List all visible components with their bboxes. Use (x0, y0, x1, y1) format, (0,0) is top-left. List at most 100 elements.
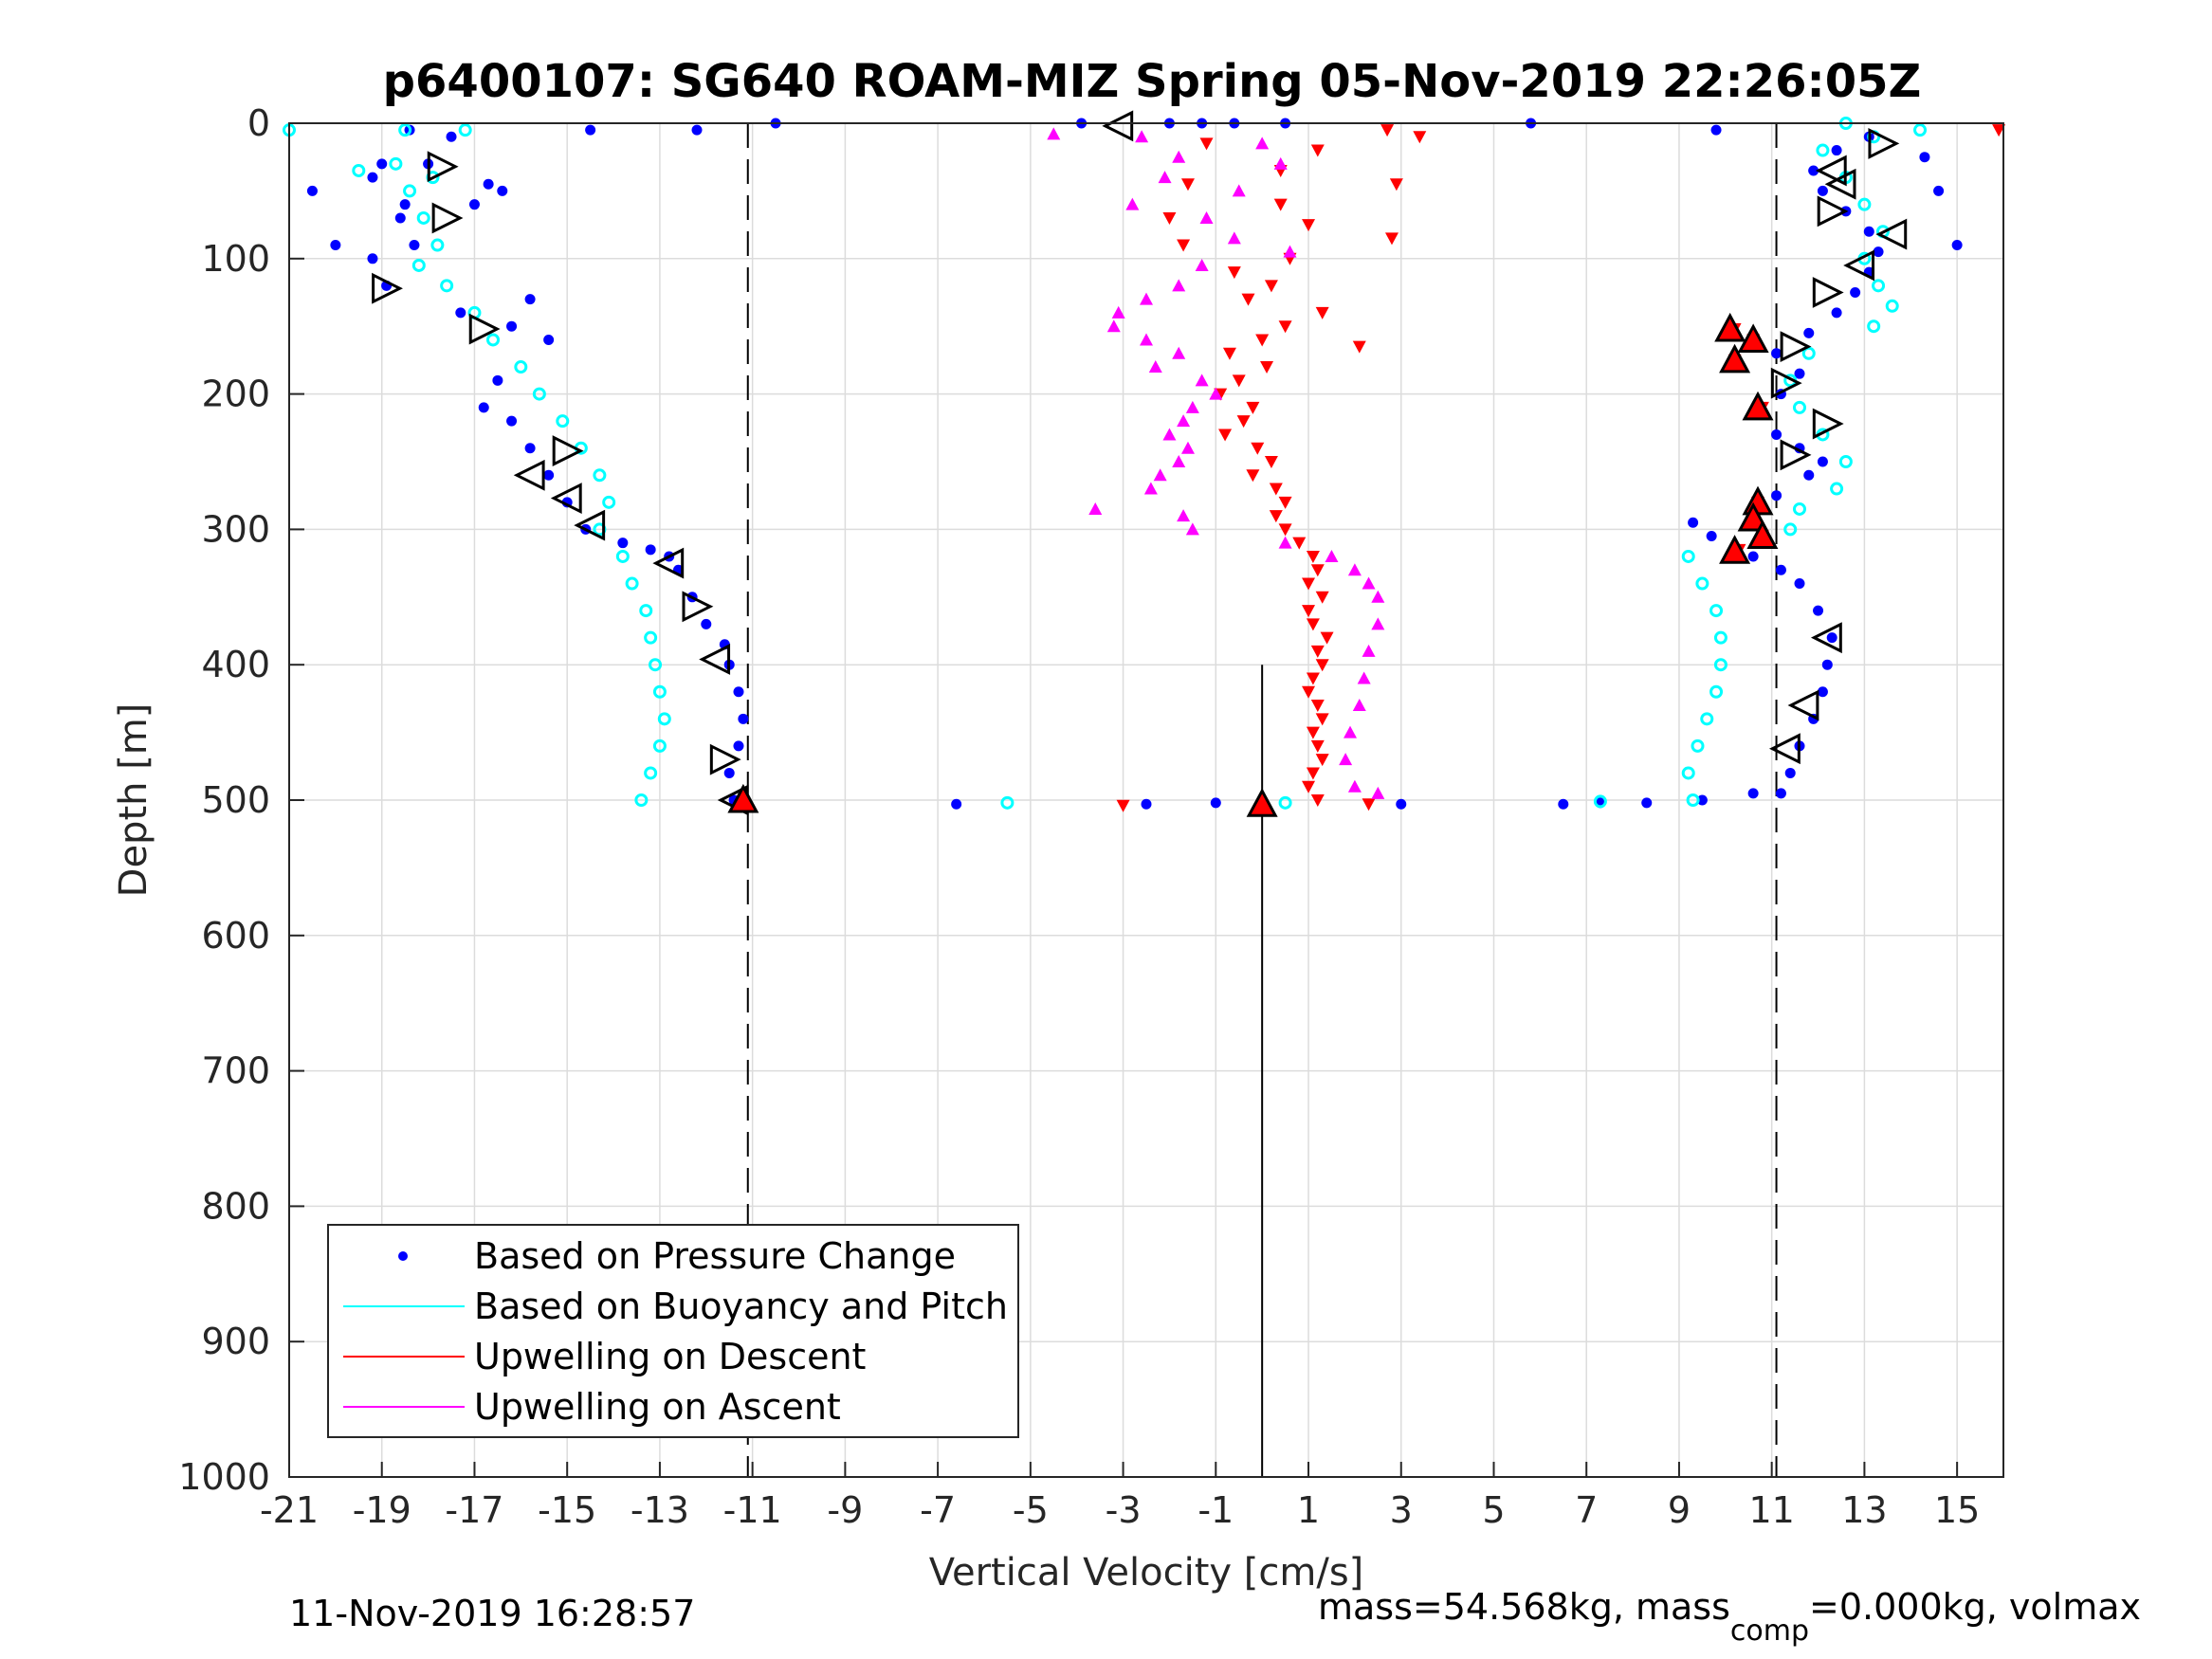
pressure-point (1710, 124, 1722, 136)
triangle-marker-right (1780, 331, 1812, 363)
pressure-point (1771, 490, 1782, 501)
series-1 (306, 118, 1963, 810)
ascent-marker (1255, 137, 1270, 150)
descent-marker (1413, 131, 1427, 144)
x-tick-label: -13 (631, 1489, 689, 1531)
y-tick-label: 600 (201, 915, 270, 957)
buoyancy-point (403, 184, 417, 198)
x-tick-label: -21 (260, 1489, 319, 1531)
pressure-point (497, 185, 508, 196)
legend: Based on Pressure Change Based on Buoyanc… (327, 1224, 1019, 1438)
ascent-marker (1347, 563, 1362, 576)
buoyancy-point (1816, 143, 1830, 157)
descent-marker (1306, 550, 1320, 563)
descent-marker (1310, 645, 1325, 658)
pressure-point (1933, 185, 1945, 196)
x-tick-label: -3 (1106, 1489, 1142, 1531)
pressure-point (506, 320, 518, 332)
x-tick-label: 9 (1668, 1489, 1691, 1531)
descent-marker (1269, 510, 1283, 523)
pressure-point (455, 307, 466, 319)
series-2 (283, 117, 1928, 810)
buoyancy-point (1709, 604, 1724, 618)
pressure-point (733, 686, 744, 698)
pressure-point (1803, 327, 1815, 338)
ascent-marker (1106, 319, 1121, 333)
filled-triangle-marker (727, 783, 759, 813)
buoyancy-point (411, 258, 426, 272)
descent-marker (1306, 767, 1320, 780)
ascent-marker (1172, 150, 1186, 163)
x-tick-label: -15 (538, 1489, 596, 1531)
buoyancy-point (644, 630, 658, 645)
descent-marker (1310, 564, 1325, 577)
pressure-point (468, 199, 480, 210)
pressure-point (492, 374, 503, 386)
pressure-point (1688, 517, 1699, 528)
pressure-point (1951, 240, 1963, 251)
y-tick-label: 1000 (178, 1456, 270, 1498)
ascent-marker (1172, 279, 1186, 292)
ascent-marker (1111, 305, 1125, 319)
descent-marker (1315, 659, 1329, 672)
ascent-marker (1209, 387, 1223, 400)
triangle-marker-right (1817, 195, 1849, 228)
buoyancy-point (1681, 549, 1695, 563)
descent-marker (1246, 401, 1260, 414)
ascent-marker (1371, 617, 1385, 630)
pressure-point (1775, 564, 1786, 575)
x-tick-label: -9 (827, 1489, 863, 1531)
buoyancy-point (440, 279, 454, 293)
buoyancy-point (1838, 455, 1853, 468)
triangle-marker-right (427, 151, 459, 183)
pressure-point (738, 713, 749, 724)
buoyancy-point (1783, 522, 1798, 537)
pressure-point (1863, 226, 1874, 237)
x-tick-label: 7 (1575, 1489, 1598, 1531)
triangle-marker-left (1824, 168, 1856, 200)
buoyancy-point (602, 495, 616, 509)
descent-marker (1352, 340, 1366, 354)
ascent-marker (1339, 753, 1353, 766)
buoyancy-point (634, 793, 649, 807)
legend-label: Based on Buoyancy and Pitch (474, 1285, 1008, 1327)
y-tick-label: 300 (201, 508, 270, 550)
legend-swatch-dot (398, 1251, 408, 1261)
descent-marker (1269, 483, 1283, 496)
ascent-marker (1195, 374, 1209, 387)
x-tick-label: -11 (723, 1489, 782, 1531)
pressure-point (1775, 788, 1786, 799)
triangle-marker-right (372, 272, 403, 304)
buoyancy-point (1867, 319, 1881, 334)
descent-marker (1227, 266, 1241, 280)
buoyancy-point (1792, 501, 1806, 516)
pressure-point (367, 172, 378, 183)
descent-marker (1255, 334, 1270, 347)
footer-mass-rest: =0.000kg, volmax (1809, 1586, 2141, 1628)
triangle-marker-right (431, 202, 464, 234)
triangle-marker-left (1843, 249, 1875, 282)
triangle-marker-right (552, 435, 584, 467)
ascent-marker (1273, 156, 1288, 170)
descent-marker (1260, 361, 1274, 374)
x-ticks: -21 -19 -17 -15 -13 -11 -9 -7 -5 -3 -1 1 3 5 7 9 11 13 15 (260, 1462, 1980, 1531)
pressure-point (1817, 185, 1828, 196)
y-tick-label: 700 (201, 1050, 270, 1092)
descent-marker (1236, 415, 1251, 428)
series-layer (283, 117, 2006, 812)
buoyancy-point (514, 360, 528, 374)
triangle-marker-right (709, 743, 741, 775)
ascent-marker (1371, 590, 1385, 603)
triangle-marker-left (1875, 218, 1908, 250)
pressure-point (394, 212, 406, 224)
descent-marker (1315, 713, 1329, 726)
pressure-point (1696, 794, 1708, 806)
pressure-point (1641, 797, 1653, 809)
pressure-point (1817, 686, 1828, 698)
buoyancy-point (486, 333, 501, 347)
ascent-marker (1143, 482, 1158, 495)
descent-marker (1315, 591, 1329, 604)
descent-marker (1306, 672, 1320, 685)
filled-triangle-marker (1737, 501, 1769, 532)
y-tick-label: 800 (201, 1185, 270, 1227)
